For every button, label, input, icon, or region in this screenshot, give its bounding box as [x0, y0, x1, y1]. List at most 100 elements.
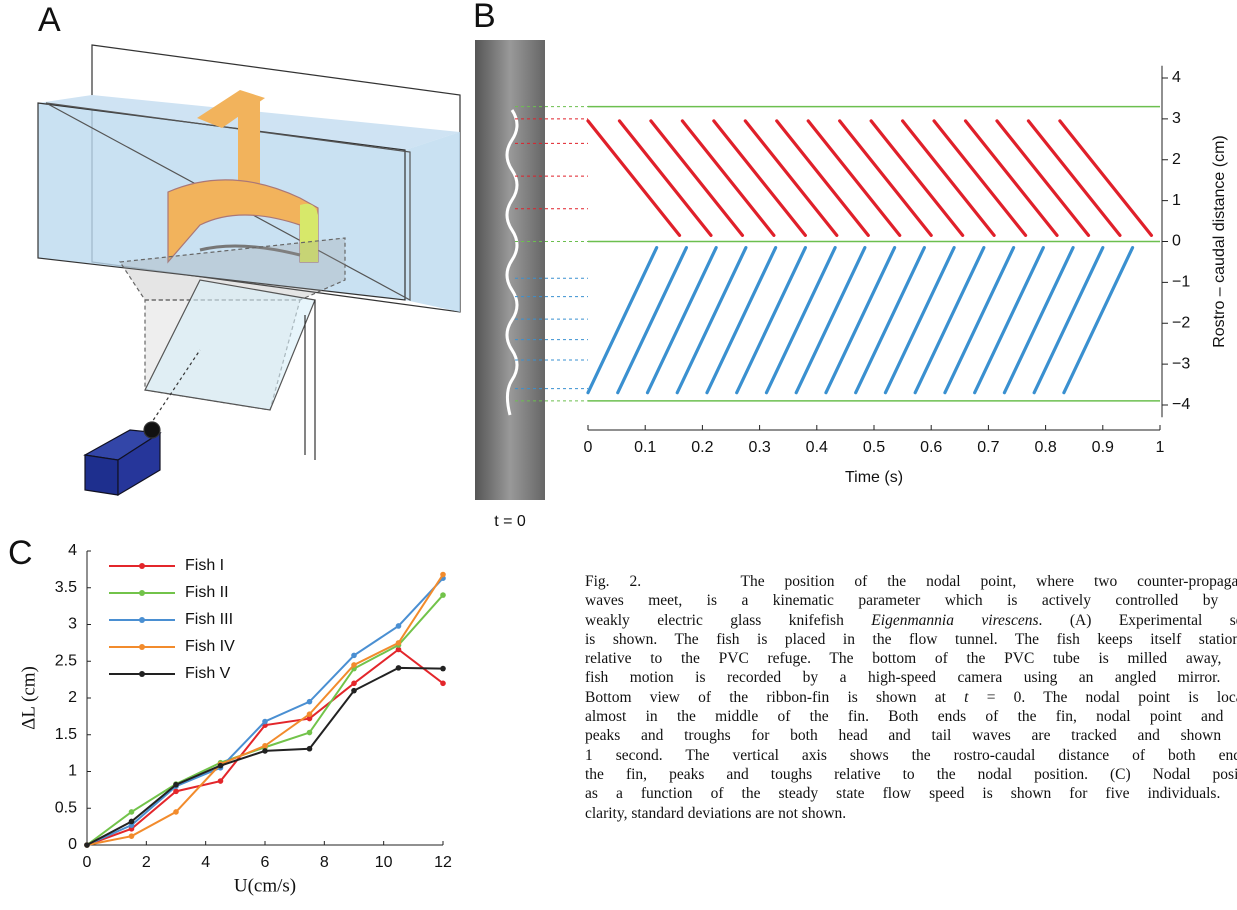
- wave-track: [943, 246, 1016, 395]
- point: [351, 680, 357, 687]
- y-tick-label: 3: [68, 616, 77, 633]
- y-tick-label: 0.5: [55, 799, 77, 816]
- figure-caption: Fig. 2. The position of the nodal point,…: [585, 572, 1237, 823]
- wave-track: [963, 119, 1059, 237]
- wave-track: [764, 246, 837, 395]
- y-tick-label: 1: [1172, 192, 1181, 209]
- point: [173, 781, 179, 788]
- legend-label: Fish I: [185, 557, 224, 574]
- x-tick-label: 12: [434, 854, 452, 871]
- wave-track: [973, 246, 1045, 395]
- caption-line: waves meet, is a kinematic parameter whi…: [585, 591, 1237, 610]
- point: [440, 680, 446, 687]
- y-tick-label: 3.5: [55, 579, 77, 596]
- y-tick-label: 0: [1172, 233, 1181, 250]
- fin-wave: [505, 109, 519, 416]
- x-tick-label: 0.6: [920, 439, 942, 456]
- wave-track: [1002, 246, 1075, 395]
- legend-label: Fish II: [185, 584, 229, 601]
- point: [306, 729, 313, 736]
- point: [440, 665, 446, 672]
- wave-track: [775, 119, 870, 237]
- legend-marker: [139, 671, 145, 677]
- wave-track: [913, 246, 986, 395]
- point: [262, 718, 268, 725]
- wave-track: [649, 119, 745, 237]
- legend-marker: [139, 644, 145, 650]
- wave-track: [869, 119, 965, 237]
- y-tick-label: −3: [1172, 355, 1190, 372]
- point: [173, 788, 179, 795]
- series-line: [86, 573, 444, 846]
- caption-line: weakly electric glass knifefish Eigenman…: [585, 611, 1237, 630]
- caption-text: clarity, standard deviations are not sho…: [585, 804, 847, 822]
- point: [351, 652, 357, 659]
- y-axis-label: ΔL (cm): [18, 666, 39, 730]
- wave-track: [586, 119, 682, 237]
- wave-track: [1026, 119, 1122, 237]
- caption-text: waves meet, is a kinematic parameter whi…: [585, 592, 1237, 610]
- caption-line: relative to the PVC refuge. The bottom o…: [585, 649, 1237, 668]
- caption-text: Bottom view of the ribbon-fin is shown a…: [585, 688, 965, 706]
- y-tick-label: −1: [1172, 274, 1190, 291]
- caption-text: peaks and troughs for both head and tail…: [585, 727, 1237, 745]
- point: [217, 778, 224, 784]
- wave-track: [645, 246, 718, 395]
- x-tick-label: 0: [83, 854, 92, 871]
- wave-track: [794, 246, 867, 395]
- legend-label: Fish V: [185, 665, 231, 682]
- caption-line: Fig. 2. The position of the nodal point,…: [585, 572, 1237, 591]
- caption-line: clarity, standard deviations are not sho…: [585, 804, 1237, 823]
- y-axis-label: Rostro – caudal distance (cm): [1211, 135, 1228, 348]
- caption-text: almost in the middle of the fin. Both en…: [585, 708, 1237, 726]
- wave-track: [586, 246, 659, 395]
- caption-line: is shown. The fish is placed in the flow…: [585, 630, 1237, 649]
- caption-line: peaks and troughs for both head and tail…: [585, 726, 1237, 745]
- x-axis-label: U(cm/s): [234, 875, 296, 896]
- x-tick-label: 0.2: [691, 439, 713, 456]
- point: [306, 715, 313, 722]
- wave-track: [838, 119, 933, 237]
- point: [128, 809, 135, 815]
- x-tick-label: 4: [201, 854, 210, 871]
- point: [440, 571, 446, 578]
- wave-track: [824, 246, 897, 395]
- wave-track: [900, 119, 996, 237]
- legend-label: Fish IV: [185, 638, 235, 655]
- x-tick-label: 10: [375, 854, 393, 871]
- caption-line: the fin, peaks and toughs relative to th…: [585, 765, 1237, 784]
- x-tick-label: 0.8: [1034, 439, 1056, 456]
- x-tick-label: 0.1: [634, 439, 656, 456]
- x-tick-label: 0.3: [748, 439, 770, 456]
- panel-label: B: [473, 0, 496, 35]
- fish-photo: [475, 40, 545, 500]
- legend-marker: [139, 563, 145, 569]
- x-axis-label: Time (s): [845, 469, 903, 486]
- caption-line: 1 second. The vertical axis shows the ro…: [585, 746, 1237, 765]
- caption-text: t: [964, 688, 969, 706]
- point: [351, 662, 357, 668]
- y-tick-label: 0: [68, 836, 77, 853]
- wave-track: [705, 246, 778, 395]
- y-tick-label: 4: [1172, 69, 1181, 86]
- point: [306, 711, 313, 717]
- wave-track: [712, 119, 807, 237]
- point: [395, 623, 402, 629]
- x-tick-label: 6: [261, 854, 270, 871]
- point: [395, 665, 402, 671]
- point: [395, 640, 402, 646]
- point: [395, 646, 402, 653]
- legend-marker: [139, 590, 145, 596]
- wave-track: [735, 246, 807, 395]
- x-tick-label: 0.9: [1092, 439, 1114, 456]
- photo-caption: t = 0: [494, 513, 526, 530]
- wave-track: [854, 246, 926, 395]
- point: [440, 592, 446, 598]
- legend-marker: [139, 617, 145, 623]
- wave-track: [1058, 119, 1154, 237]
- wave-track: [932, 119, 1028, 237]
- y-tick-label: 2: [1172, 151, 1181, 168]
- x-tick-label: 0.5: [863, 439, 885, 456]
- caption-line: Bottom view of the ribbon-fin is shown a…: [585, 688, 1237, 707]
